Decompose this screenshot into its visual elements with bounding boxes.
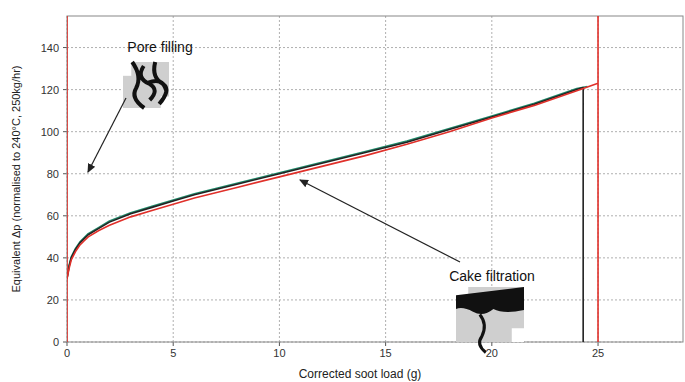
image-gap [512,328,524,342]
x-tick-label: 5 [170,347,176,359]
x-tick [173,342,174,346]
y-tick [63,257,67,258]
y-tick [63,215,67,216]
image-pores [132,62,166,108]
y-tick [63,342,67,343]
y-tick-label: 40 [47,252,59,264]
cake-filtration-image [456,287,524,353]
annotation-arrow [88,98,126,172]
y-axis-label: Equivalent Δp (normalised to 240°C, 250k… [10,66,22,293]
annotation: Cake filtration [449,268,535,284]
pore-filling-image [123,62,169,108]
y-tick-label: 60 [47,210,59,222]
x-tick-label: 0 [64,347,70,359]
series-line [597,16,599,342]
series-line [67,83,598,279]
image-cake [456,287,524,314]
y-grid-line [67,131,683,132]
series-line [67,86,587,277]
y-tick [63,299,67,300]
x-tick-label: 20 [486,347,498,359]
y-grid-line [67,257,683,258]
x-tick [598,342,599,346]
y-tick [63,173,67,174]
image-gap [123,62,131,76]
y-tick [63,131,67,132]
series-line [67,88,583,342]
y-tick-label: 0 [53,336,59,348]
y-tick-label: 120 [41,84,59,96]
x-tick [67,342,68,346]
y-tick-label: 20 [47,294,59,306]
y-tick-label: 140 [41,42,59,54]
annotation: Pore filling [127,39,192,55]
x-tick-label: 15 [379,347,391,359]
y-tick-label: 80 [47,168,59,180]
x-grid-line [598,16,599,342]
image-background [123,62,169,108]
chart: 0 20 40 60 80 100 120 140 0 5 10 15 20 25 Corrected so… [0,0,685,382]
y-tick [63,47,67,48]
image-background [456,287,524,342]
plot-frame [67,16,683,342]
x-tick [279,342,280,346]
y-grid-line [67,215,683,216]
x-grid-line [279,16,280,342]
y-tick [63,89,67,90]
y-tick-label: 100 [41,126,59,138]
y-grid-line [67,173,683,174]
annotation-arrow [300,180,460,262]
x-grid-line [173,16,174,342]
y-grid-line [67,299,683,300]
x-tick-label: 25 [592,347,604,359]
x-axis-label: Corrected soot load (g) [299,367,422,381]
grid [63,16,683,346]
series-line [67,16,68,342]
x-tick [491,342,492,346]
series-group [67,16,598,342]
x-tick [385,342,386,346]
x-tick-label: 10 [273,347,285,359]
image-pore [480,315,486,353]
x-grid-line [385,16,386,342]
